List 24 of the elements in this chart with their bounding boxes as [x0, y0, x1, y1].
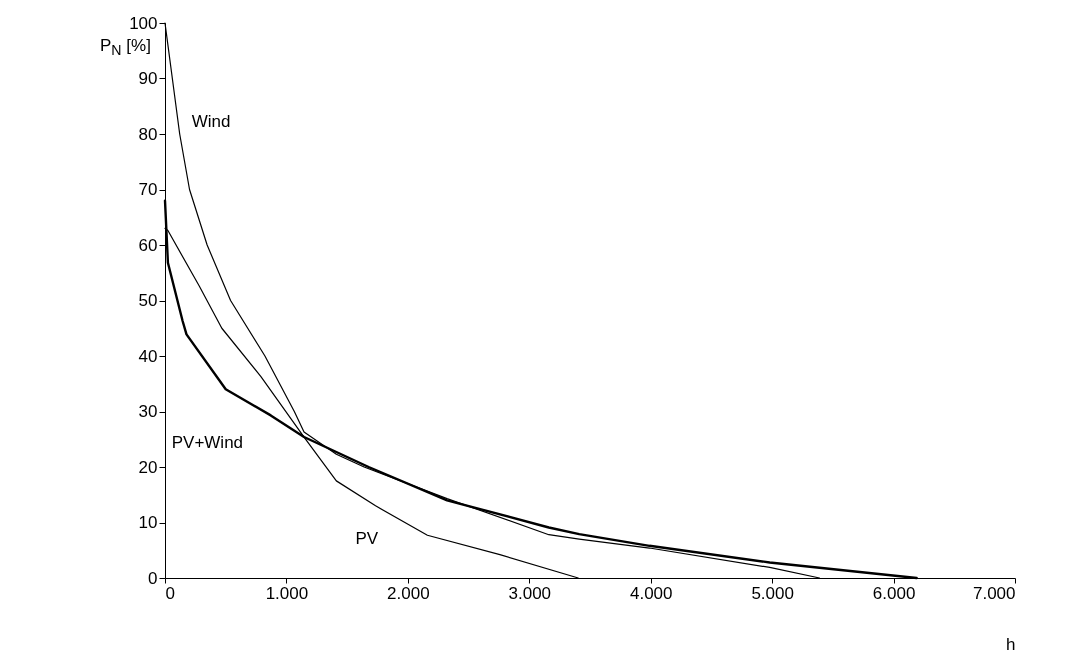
series-label: Wind [191, 112, 231, 131]
y-tick-label: 40 [138, 346, 158, 366]
y-tick-label: 80 [138, 124, 158, 144]
x-tick-label: 1.000 [265, 583, 309, 603]
x-tick-label: 7.000 [972, 583, 1016, 603]
x-tick-label: 0 [165, 583, 175, 603]
series-label: PV+Wind [171, 433, 244, 453]
y-tick-label: 10 [138, 513, 158, 532]
x-tick-label: 2.000 [387, 583, 430, 603]
x-tick-label: 6.000 [872, 583, 916, 603]
x-axis-title: h [1006, 634, 1016, 654]
y-axis-title: P$_{N}$ [%] [100, 36, 151, 59]
x-tick-label: 4.000 [629, 583, 673, 603]
series-label: PV [355, 529, 379, 549]
y-tick-label: 20 [138, 457, 158, 477]
y-tick-label: 70 [138, 180, 158, 199]
y-tick-label: 30 [138, 402, 158, 421]
y-tick-label: 0 [148, 568, 158, 588]
x-tick-label: 3.000 [508, 583, 552, 603]
x-tick-label: 5.000 [751, 583, 794, 603]
y-tick-label: 100 [129, 13, 158, 33]
y-tick-label: 50 [138, 291, 158, 310]
y-tick-label: 60 [138, 235, 158, 255]
y-tick-label: 90 [138, 69, 158, 88]
